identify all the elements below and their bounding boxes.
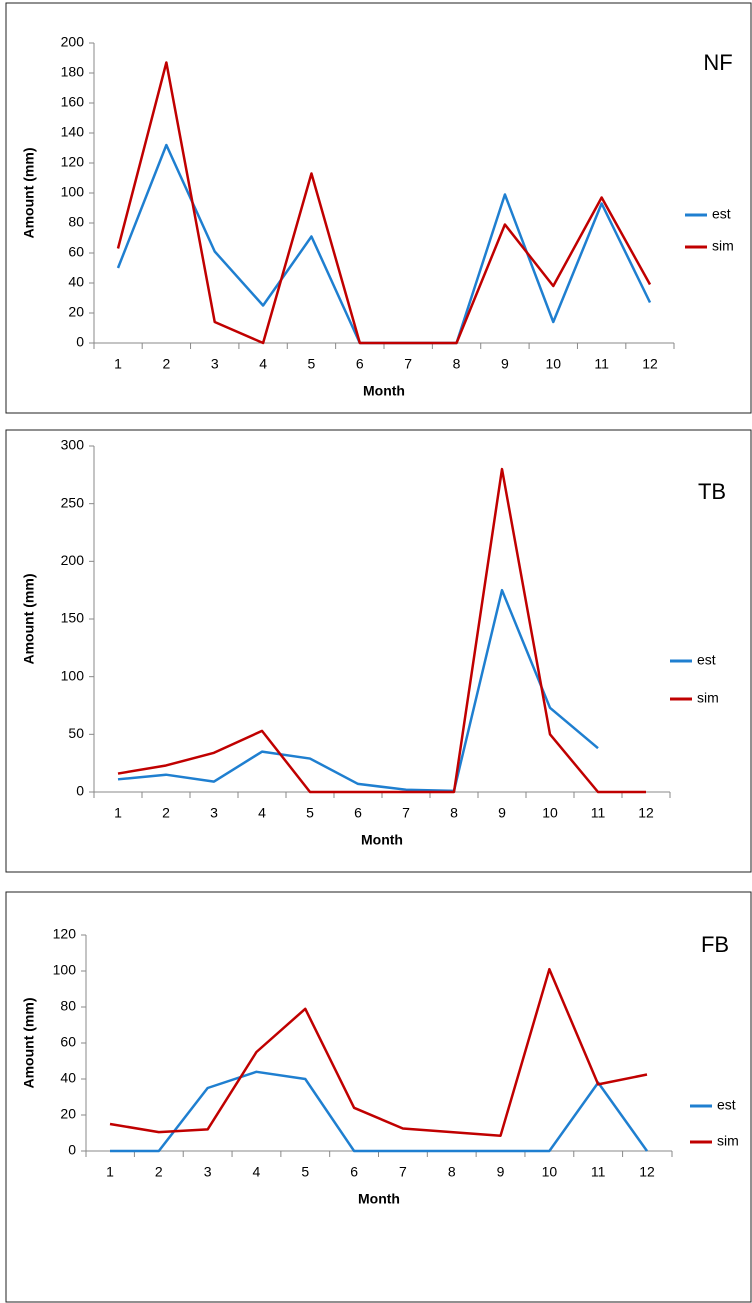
panel-border — [5, 891, 752, 1303]
x-tick-label: 5 — [308, 356, 316, 372]
x-tick-label: 2 — [155, 1164, 163, 1180]
y-tick-label: 40 — [68, 274, 84, 290]
x-tick-label: 9 — [497, 1164, 505, 1180]
y-tick-label: 120 — [61, 154, 85, 170]
y-tick-label: 80 — [68, 214, 84, 230]
x-tick-label: 4 — [253, 1164, 261, 1180]
x-tick-label: 1 — [114, 805, 122, 821]
y-tick-label: 160 — [61, 94, 85, 110]
series-line — [117, 588, 599, 793]
series-line — [116, 143, 652, 345]
x-tick-label: 11 — [591, 1164, 606, 1180]
y-tick-label: 150 — [61, 610, 85, 626]
panel-label: NF — [703, 50, 732, 75]
x-axis-label: Month — [358, 1191, 400, 1207]
x-tick-label: 11 — [594, 356, 609, 372]
x-tick-label: 5 — [301, 1164, 309, 1180]
legend-label: est — [697, 652, 716, 668]
x-tick-label: 6 — [350, 1164, 358, 1180]
y-tick-label: 0 — [68, 1142, 76, 1158]
y-tick-label: 0 — [76, 783, 84, 799]
y-tick-label: 300 — [61, 437, 85, 453]
y-tick-label: 50 — [68, 725, 84, 741]
x-tick-label: 10 — [542, 805, 558, 821]
x-tick-label: 8 — [450, 805, 458, 821]
x-tick-label: 6 — [356, 356, 364, 372]
x-tick-label: 12 — [639, 1164, 655, 1180]
x-tick-label: 2 — [162, 805, 170, 821]
x-tick-label: 11 — [591, 805, 606, 821]
y-tick-label: 60 — [68, 244, 84, 260]
x-tick-label: 3 — [210, 805, 218, 821]
x-tick-label: 7 — [399, 1164, 407, 1180]
x-tick-label: 8 — [448, 1164, 456, 1180]
y-tick-label: 40 — [60, 1070, 76, 1086]
legend-label: sim — [712, 238, 734, 254]
x-tick-label: 2 — [162, 356, 170, 372]
x-tick-label: 8 — [453, 356, 461, 372]
x-tick-label: 12 — [638, 805, 654, 821]
x-tick-label: 9 — [501, 356, 509, 372]
x-tick-label: 9 — [498, 805, 506, 821]
y-tick-label: 140 — [61, 124, 85, 140]
y-tick-label: 250 — [61, 494, 85, 510]
y-tick-label: 200 — [61, 34, 85, 50]
series-line — [110, 1070, 649, 1153]
x-axis-label: Month — [361, 832, 403, 848]
legend-label: est — [712, 206, 731, 222]
panel-border — [5, 2, 752, 414]
y-tick-label: 100 — [53, 962, 77, 978]
series-line — [117, 467, 646, 794]
y-axis-label: Amount (mm) — [21, 998, 37, 1089]
panel-label: TB — [698, 479, 726, 504]
x-tick-label: 3 — [204, 1164, 212, 1180]
panel-label: FB — [701, 932, 729, 957]
y-axis-label: Amount (mm) — [21, 574, 37, 665]
x-axis-label: Month — [363, 383, 405, 399]
x-tick-label: 4 — [258, 805, 266, 821]
y-tick-label: 20 — [68, 304, 84, 320]
y-tick-label: 100 — [61, 667, 85, 683]
y-tick-label: 20 — [60, 1106, 76, 1122]
x-tick-label: 5 — [306, 805, 314, 821]
x-tick-label: 10 — [545, 356, 561, 372]
y-tick-label: 200 — [61, 552, 85, 568]
x-tick-label: 4 — [259, 356, 267, 372]
y-tick-label: 180 — [61, 64, 85, 80]
y-tick-label: 80 — [60, 998, 76, 1014]
x-tick-label: 10 — [542, 1164, 558, 1180]
x-tick-label: 1 — [114, 356, 122, 372]
y-tick-label: 120 — [53, 926, 77, 942]
y-tick-label: 60 — [60, 1034, 76, 1050]
legend-label: sim — [717, 1133, 739, 1149]
legend-label: sim — [697, 690, 719, 706]
x-tick-label: 1 — [106, 1164, 114, 1180]
y-axis-label: Amount (mm) — [21, 148, 37, 239]
x-tick-label: 6 — [354, 805, 362, 821]
y-tick-label: 0 — [76, 334, 84, 350]
y-tick-label: 100 — [61, 184, 85, 200]
series-line — [116, 61, 652, 345]
series-line — [109, 967, 648, 1137]
x-tick-label: 12 — [642, 356, 658, 372]
x-tick-label: 3 — [211, 356, 219, 372]
x-tick-label: 7 — [404, 356, 412, 372]
panel-border — [5, 429, 752, 873]
legend-label: est — [717, 1097, 736, 1113]
x-tick-label: 7 — [402, 805, 410, 821]
